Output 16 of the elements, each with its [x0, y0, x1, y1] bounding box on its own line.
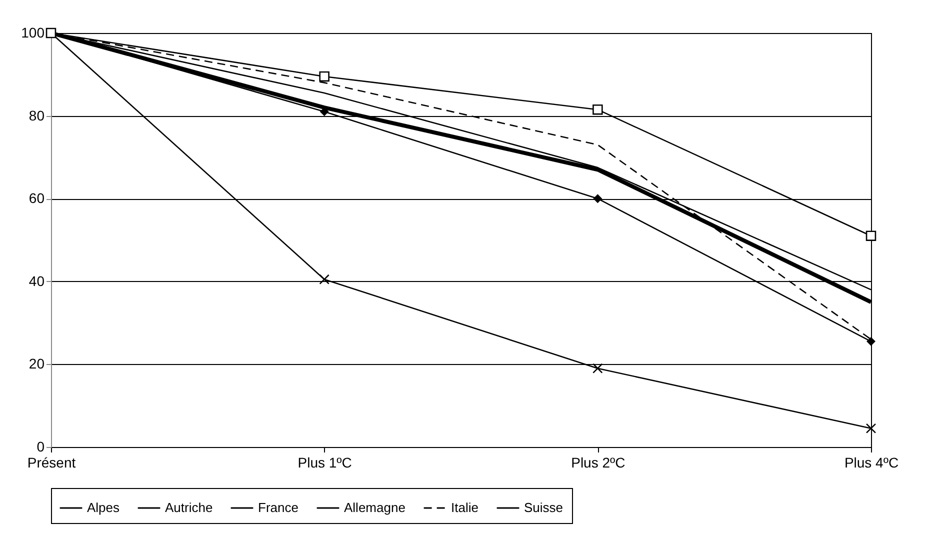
x-tick-label: Plus 2ºC	[571, 454, 626, 470]
x-tick-label: Plus 4ºC	[844, 454, 899, 470]
y-tick-label: 20	[28, 356, 45, 372]
legend-label: Autriche	[165, 500, 213, 515]
y-tick-label: 100	[21, 24, 45, 40]
legend-label: France	[258, 500, 298, 515]
legend-label: Italie	[451, 500, 478, 515]
y-tick-label: 60	[28, 190, 45, 206]
y-tick-label: 80	[28, 107, 45, 124]
legend-label: Allemagne	[344, 500, 406, 515]
x-tick-label: Présent	[27, 454, 76, 470]
x-tick-label: Plus 1ºC	[298, 454, 352, 470]
legend-label: Suisse	[524, 500, 564, 515]
legend-label: Alpes	[87, 500, 120, 515]
y-tick-label: 40	[28, 272, 45, 289]
y-tick-label: 0	[36, 438, 45, 454]
